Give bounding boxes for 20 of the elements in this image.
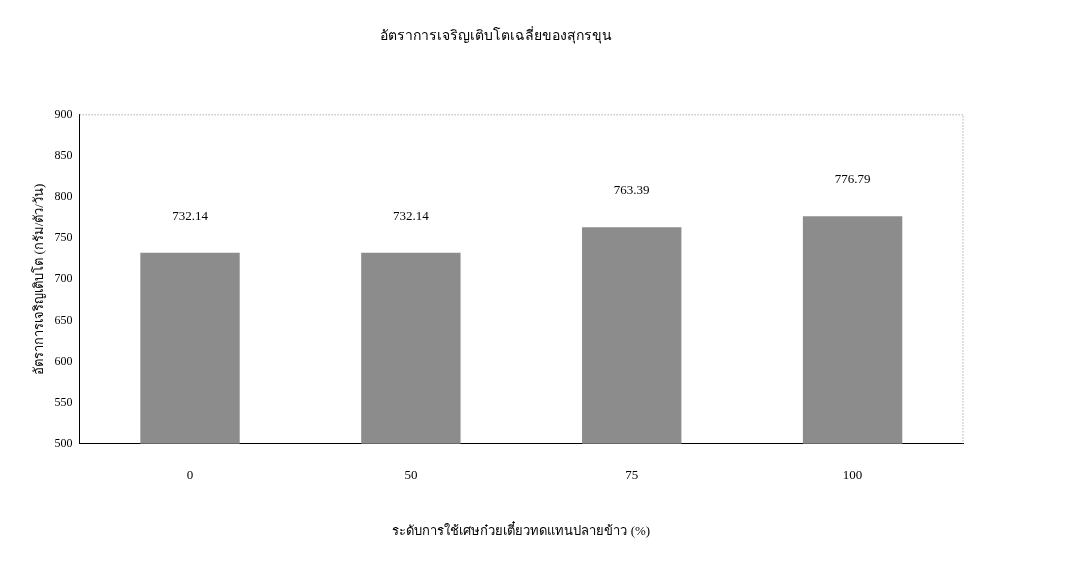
data-label: 732.14 — [393, 207, 430, 223]
y-tick-label: 550 — [54, 394, 73, 409]
chart-title: อัตราการเจริญเติบโตเฉลี่ยของสุกรขุน — [379, 26, 612, 45]
y-tick-label: 600 — [54, 353, 73, 368]
y-tick-label: 750 — [54, 230, 73, 245]
data-label: 776.79 — [834, 171, 871, 187]
x-tick-label: 75 — [625, 467, 639, 483]
x-tick-label: 100 — [842, 467, 863, 483]
x-axis-title: ระดับการใช้เศษก๋วยเตี๋ยวทดแทนปลายข้าว (%) — [392, 520, 651, 538]
data-label: 732.14 — [172, 207, 209, 223]
y-tick-label: 800 — [54, 189, 73, 204]
y-tick-label: 900 — [54, 106, 73, 121]
x-tick-label: 50 — [404, 467, 418, 483]
y-tick-label: 500 — [54, 435, 73, 450]
x-tick-label: 0 — [186, 467, 194, 483]
data-label: 763.39 — [613, 182, 650, 198]
y-tick-label: 650 — [54, 312, 73, 327]
y-tick-label: 850 — [54, 148, 73, 163]
y-axis-title: อัตราการเจริญเติบโต (กรัม/ตัว/วัน) — [31, 183, 47, 375]
y-tick-label: 700 — [54, 271, 73, 286]
